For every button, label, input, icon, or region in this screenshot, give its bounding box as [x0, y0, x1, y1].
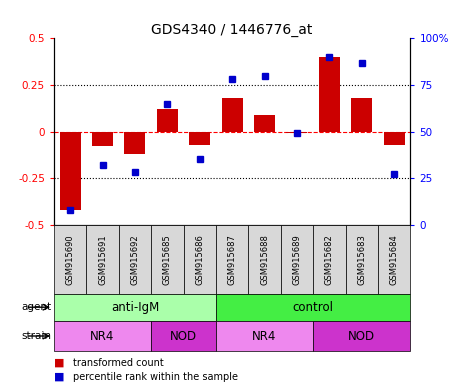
Bar [54, 294, 216, 321]
Text: GSM915684: GSM915684 [390, 234, 399, 285]
Text: GSM915682: GSM915682 [325, 234, 334, 285]
Text: agent: agent [22, 302, 52, 312]
Bar [254, 115, 275, 131]
Bar [189, 131, 210, 144]
Text: NOD: NOD [348, 329, 375, 343]
Bar [216, 321, 313, 351]
Bar [54, 321, 151, 351]
Bar [313, 225, 346, 294]
Text: GSM915685: GSM915685 [163, 234, 172, 285]
Text: NOD: NOD [170, 329, 197, 343]
Bar [249, 225, 281, 294]
Text: NR4: NR4 [252, 329, 277, 343]
Bar [92, 131, 113, 146]
Bar [86, 225, 119, 294]
Bar [351, 98, 372, 131]
Text: GSM915687: GSM915687 [227, 234, 237, 285]
Bar [378, 225, 410, 294]
Text: ■: ■ [54, 358, 64, 368]
Bar [60, 131, 81, 210]
Bar [281, 225, 313, 294]
Bar [151, 225, 183, 294]
Bar [216, 225, 249, 294]
Text: GSM915683: GSM915683 [357, 234, 366, 285]
Bar [216, 294, 410, 321]
Bar [157, 109, 178, 131]
Bar [151, 321, 216, 351]
Title: GDS4340 / 1446776_at: GDS4340 / 1446776_at [151, 23, 313, 37]
Text: GSM915692: GSM915692 [130, 234, 139, 285]
Text: GSM915686: GSM915686 [195, 234, 204, 285]
Bar [313, 321, 410, 351]
Bar [346, 225, 378, 294]
Bar [384, 131, 405, 144]
Bar [319, 57, 340, 131]
Text: GSM915689: GSM915689 [293, 234, 302, 285]
Bar [54, 225, 86, 294]
Text: GSM915690: GSM915690 [66, 234, 75, 285]
Bar [287, 131, 308, 133]
Bar [222, 98, 242, 131]
Text: ■: ■ [54, 372, 64, 382]
Text: transformed count: transformed count [73, 358, 163, 368]
Bar [183, 225, 216, 294]
Text: percentile rank within the sample: percentile rank within the sample [73, 372, 238, 382]
Text: strain: strain [22, 331, 52, 341]
Bar [119, 225, 151, 294]
Text: anti-IgM: anti-IgM [111, 301, 159, 314]
Text: GSM915691: GSM915691 [98, 234, 107, 285]
Bar [124, 131, 145, 154]
Text: control: control [293, 301, 333, 314]
Text: NR4: NR4 [91, 329, 115, 343]
Text: GSM915688: GSM915688 [260, 234, 269, 285]
